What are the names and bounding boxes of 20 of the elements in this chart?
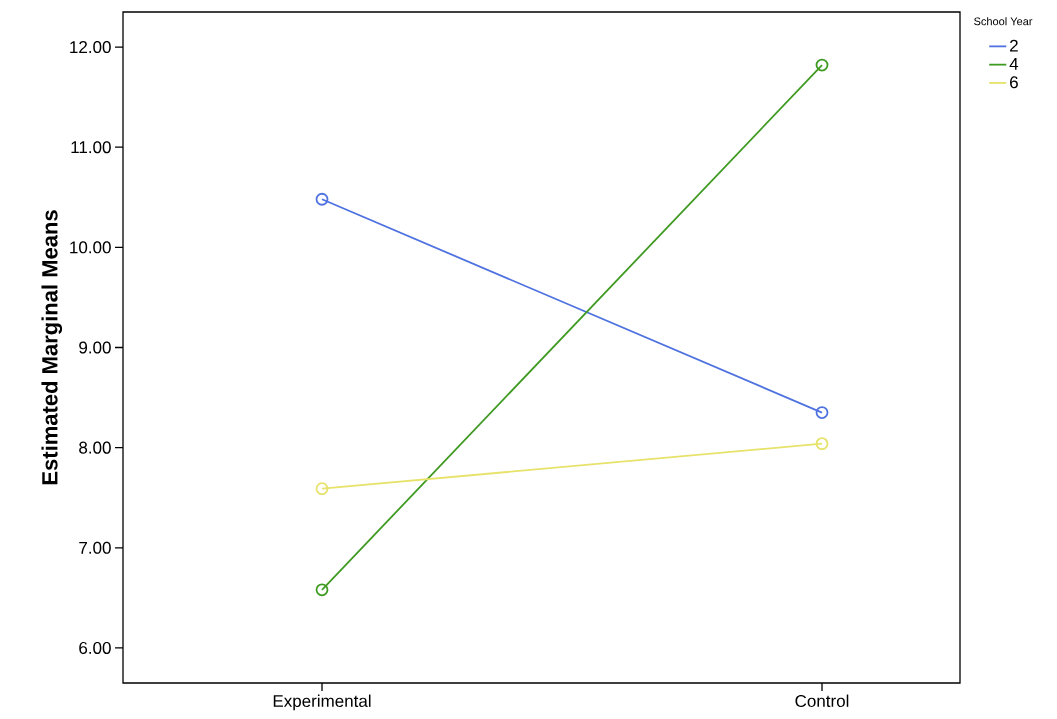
y-tick-label: 10.00 bbox=[70, 241, 111, 254]
y-tick-label: 6.00 bbox=[79, 641, 111, 654]
x-tick-label: Control bbox=[795, 694, 849, 708]
point bbox=[815, 58, 829, 72]
y-tick-label: 8.00 bbox=[79, 441, 111, 454]
y-axis-title: Estimated Marginal Means bbox=[41, 210, 63, 485]
legend-label: 2 bbox=[1010, 39, 1018, 52]
legend-title: School Year bbox=[974, 17, 1033, 26]
legend-label: 6 bbox=[1010, 76, 1018, 89]
point bbox=[315, 192, 329, 206]
point bbox=[315, 583, 329, 597]
point bbox=[315, 482, 329, 496]
y-tick-label: 9.00 bbox=[79, 341, 111, 354]
legend-label: 4 bbox=[1009, 58, 1019, 70]
x-tick-label: Experimental bbox=[273, 694, 371, 711]
y-tick-label: 11.00 bbox=[71, 141, 111, 154]
point bbox=[815, 406, 829, 419]
y-tick-label: 12.00 bbox=[70, 41, 111, 54]
point bbox=[815, 437, 829, 451]
y-tick-label: 7.00 bbox=[79, 541, 111, 554]
